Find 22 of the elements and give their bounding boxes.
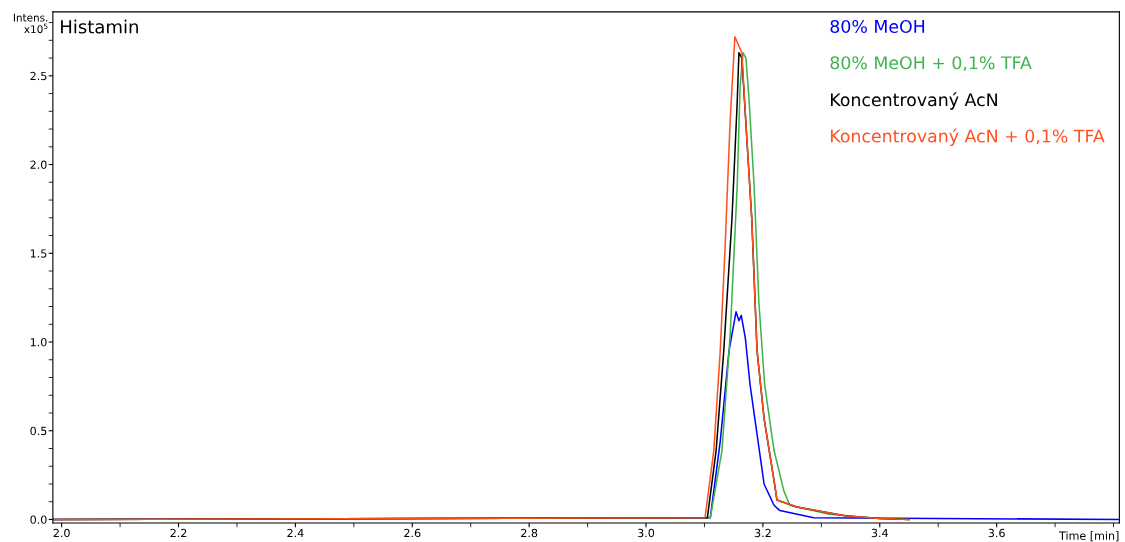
x-axis-title: Time [min]	[1059, 531, 1119, 542]
y-tick-label: 1.5	[30, 249, 47, 258]
x-tick-label: 3.2	[754, 528, 771, 538]
x-tick-label: 2.6	[404, 528, 421, 538]
x-tick-label: 3.4	[871, 528, 888, 538]
x-tick-label: 3.0	[638, 528, 655, 538]
y-tick-label: 0.5	[30, 426, 47, 436]
text: Koncentrovaný AcN	[830, 92, 997, 110]
y-tick-label: 2.0	[30, 160, 47, 169]
text: 80% MeOH + 0,1% TFA	[830, 56, 1032, 72]
y-tick-label: 0.0	[30, 515, 47, 524]
x-tick-label: 2.4	[287, 528, 304, 538]
y-tick-label: 1.0	[30, 337, 47, 347]
chart-title: Histamin	[61, 19, 138, 34]
x-tick-label: 2.0	[53, 528, 70, 538]
text: 80% MeOH	[830, 19, 925, 34]
x-tick-label: 2.8	[521, 528, 538, 538]
text: Koncentrovaný AcN + 0,1% TFA	[830, 128, 1105, 146]
y-axis-title: Intens. x10$^{5}$	[13, 13, 48, 34]
y-tick-label: 2.5	[30, 71, 47, 81]
x-tick-label: 3.6	[988, 528, 1005, 538]
x-tick-label: 2.2	[170, 528, 187, 538]
